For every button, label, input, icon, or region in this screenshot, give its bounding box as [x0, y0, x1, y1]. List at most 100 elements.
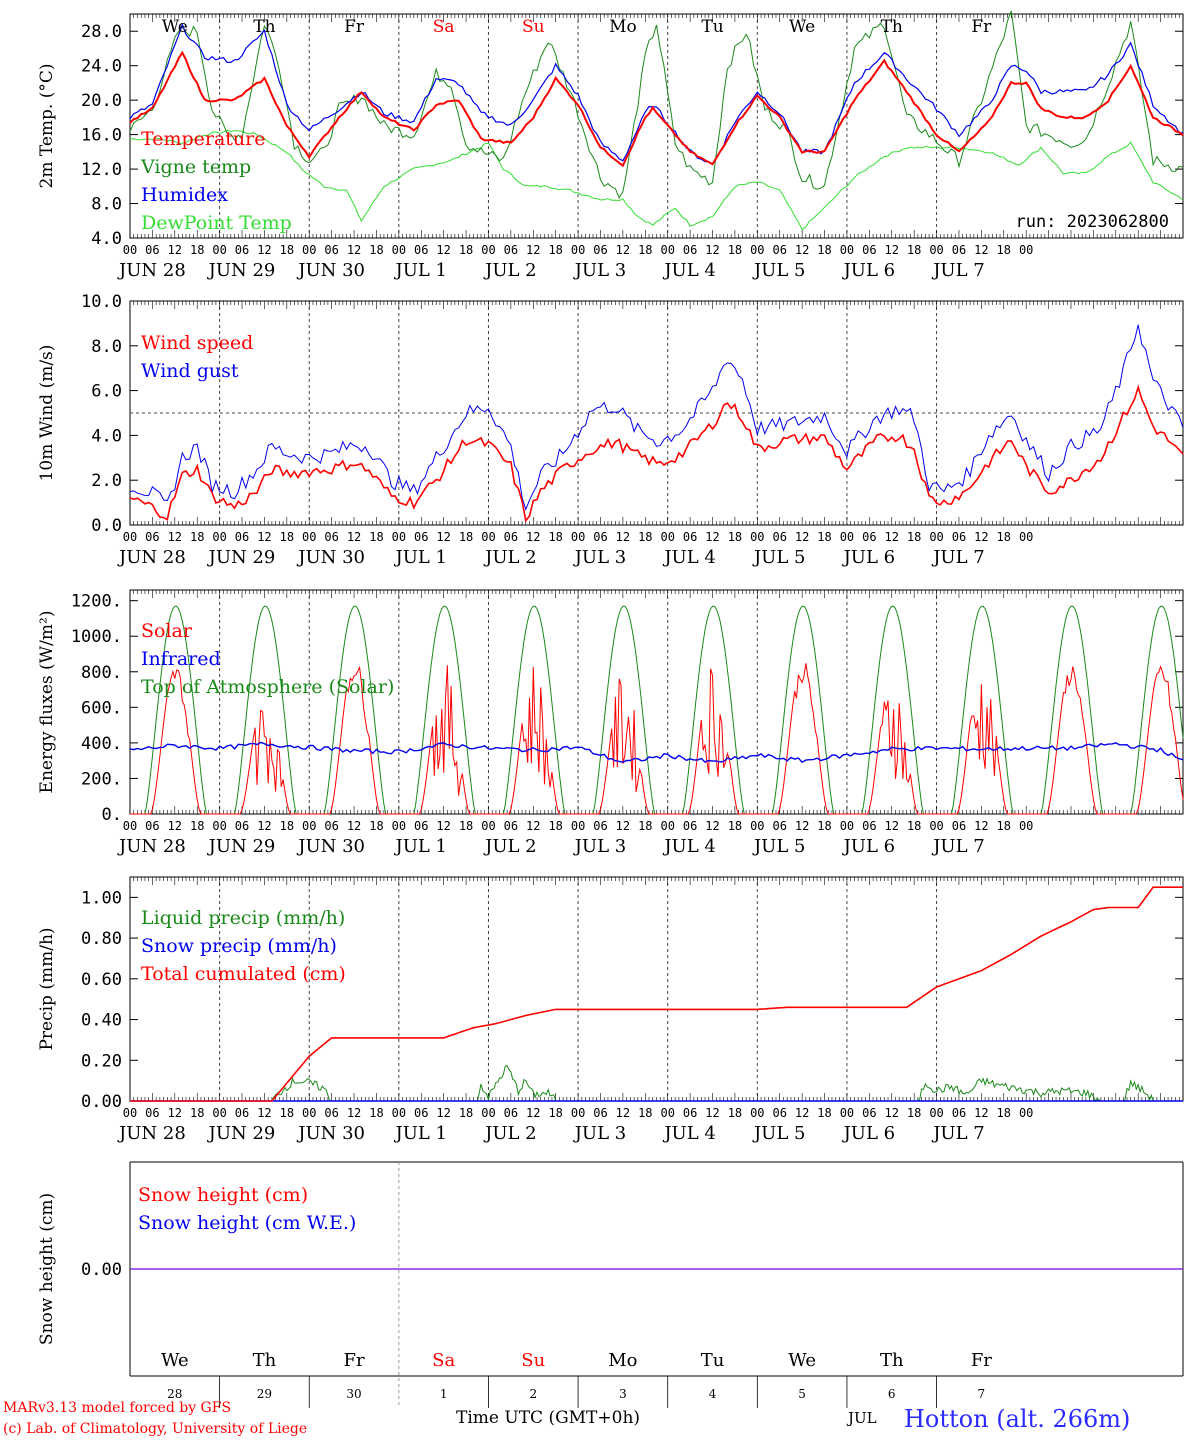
day-number-label: 5	[798, 1387, 806, 1401]
y-tick-label: 0.	[102, 805, 122, 825]
y-tick-label: 0.80	[81, 929, 122, 949]
hour-tick-label: 12	[257, 243, 271, 257]
hour-tick-label: 12	[436, 1106, 450, 1120]
hour-tick-label: 18	[459, 1106, 473, 1120]
y-tick-label: 0.00	[81, 1092, 122, 1112]
weekday-label: Tu	[701, 17, 723, 37]
series-liquid-precip	[130, 1065, 1183, 1103]
day-label: JUL 1	[393, 836, 447, 857]
hour-tick-label: 06	[593, 243, 607, 257]
hour-tick-label: 06	[324, 530, 338, 544]
legend-entry: Humidex	[141, 184, 228, 206]
y-tick-label: 2.0	[91, 471, 122, 491]
series-infrared	[129, 741, 1184, 764]
hour-tick-label: 12	[347, 819, 361, 833]
hour-tick-label: 00	[750, 819, 764, 833]
y-axis-title: Energy fluxes (W/m²)	[37, 611, 57, 794]
hour-tick-label: 18	[369, 819, 383, 833]
hour-tick-label: 18	[638, 819, 652, 833]
y-axis-title: 10m Wind (m/s)	[37, 345, 57, 482]
hour-tick-label: 12	[168, 243, 182, 257]
hour-tick-label: 06	[593, 530, 607, 544]
day-label: JUL 6	[842, 1123, 896, 1144]
y-tick-label: 0.00	[81, 1260, 122, 1280]
hour-tick-label: 18	[280, 819, 294, 833]
y-tick-label: 12.0	[81, 160, 122, 180]
hour-tick-label: 12	[257, 819, 271, 833]
hour-tick-label: 00	[660, 243, 674, 257]
legend-entry: Wind gust	[141, 360, 239, 382]
hour-tick-label: 12	[526, 243, 540, 257]
hour-tick-label: 00	[123, 530, 137, 544]
hour-tick-label: 06	[952, 243, 966, 257]
weekday-label: Su	[521, 1350, 545, 1371]
hour-tick-label: 18	[548, 530, 562, 544]
hour-tick-label: 12	[436, 530, 450, 544]
y-axis-title: Snow height (cm)	[37, 1193, 57, 1345]
hour-tick-label: 00	[212, 243, 226, 257]
hour-tick-label: 06	[504, 530, 518, 544]
hour-tick-label: 18	[638, 1106, 652, 1120]
y-tick-label: 28.0	[81, 22, 122, 42]
y-tick-label: 200.	[81, 769, 122, 789]
footer-model-credit: MARv3.13 model forced by GFS	[3, 1400, 231, 1416]
legend-entry: Solar	[141, 620, 193, 642]
hour-tick-label: 06	[235, 243, 249, 257]
hour-tick-label: 12	[168, 1106, 182, 1120]
hour-tick-label: 12	[168, 819, 182, 833]
series-temperature	[129, 50, 1184, 168]
series-wind-gust	[129, 324, 1184, 511]
hour-tick-label: 18	[190, 243, 204, 257]
hour-tick-label: 06	[862, 243, 876, 257]
hour-tick-label: 00	[660, 1106, 674, 1120]
day-label: JUL 6	[842, 260, 896, 281]
day-label: JUL 5	[752, 836, 806, 857]
y-axis-title: Precip (mm/h)	[37, 927, 57, 1050]
day-label: JUN 30	[296, 547, 365, 568]
hour-tick-label: 06	[235, 819, 249, 833]
hour-tick-label: 06	[772, 1106, 786, 1120]
legend-entry: Top of Atmosphere (Solar)	[141, 676, 394, 698]
day-label: JUL 4	[662, 836, 716, 857]
hour-tick-label: 12	[974, 819, 988, 833]
hour-tick-label: 12	[974, 1106, 988, 1120]
footer-copyright: (c) Lab. of Climatology, University of L…	[3, 1421, 307, 1437]
day-label: JUL 7	[931, 1123, 985, 1144]
day-number-label: 3	[619, 1387, 627, 1401]
hour-tick-label: 06	[683, 819, 697, 833]
hour-tick-label: 12	[795, 1106, 809, 1120]
day-label: JUL 3	[573, 260, 627, 281]
weekday-label: Mo	[608, 1350, 637, 1371]
day-label: JUN 29	[207, 836, 276, 857]
hour-tick-label: 00	[840, 819, 854, 833]
hour-tick-label: 12	[705, 1106, 719, 1120]
hour-tick-label: 12	[347, 1106, 361, 1120]
hour-tick-label: 00	[212, 530, 226, 544]
day-label: JUN 30	[296, 836, 365, 857]
weekday-label: We	[788, 1350, 816, 1371]
hour-tick-label: 06	[952, 819, 966, 833]
hour-tick-label: 12	[795, 530, 809, 544]
hour-tick-label: 18	[369, 530, 383, 544]
hour-tick-label: 18	[548, 1106, 562, 1120]
hour-tick-label: 00	[1019, 819, 1033, 833]
legend-entry: Wind speed	[141, 332, 253, 354]
y-tick-label: 8.0	[91, 337, 122, 357]
hour-tick-label: 06	[324, 243, 338, 257]
hour-tick-label: 00	[1019, 243, 1033, 257]
hour-tick-label: 06	[145, 1106, 159, 1120]
hour-tick-label: 18	[280, 1106, 294, 1120]
hour-tick-label: 06	[504, 1106, 518, 1120]
hour-tick-label: 12	[616, 1106, 630, 1120]
y-axis-title: 2m Temp. (°C)	[37, 63, 57, 188]
hour-tick-label: 00	[123, 243, 137, 257]
y-tick-label: 4.0	[91, 426, 122, 446]
day-label: JUL 5	[752, 1123, 806, 1144]
hour-tick-label: 00	[392, 819, 406, 833]
legend-entry: Infrared	[141, 648, 221, 670]
hour-tick-label: 18	[907, 1106, 921, 1120]
y-tick-label: 800.	[81, 663, 122, 683]
